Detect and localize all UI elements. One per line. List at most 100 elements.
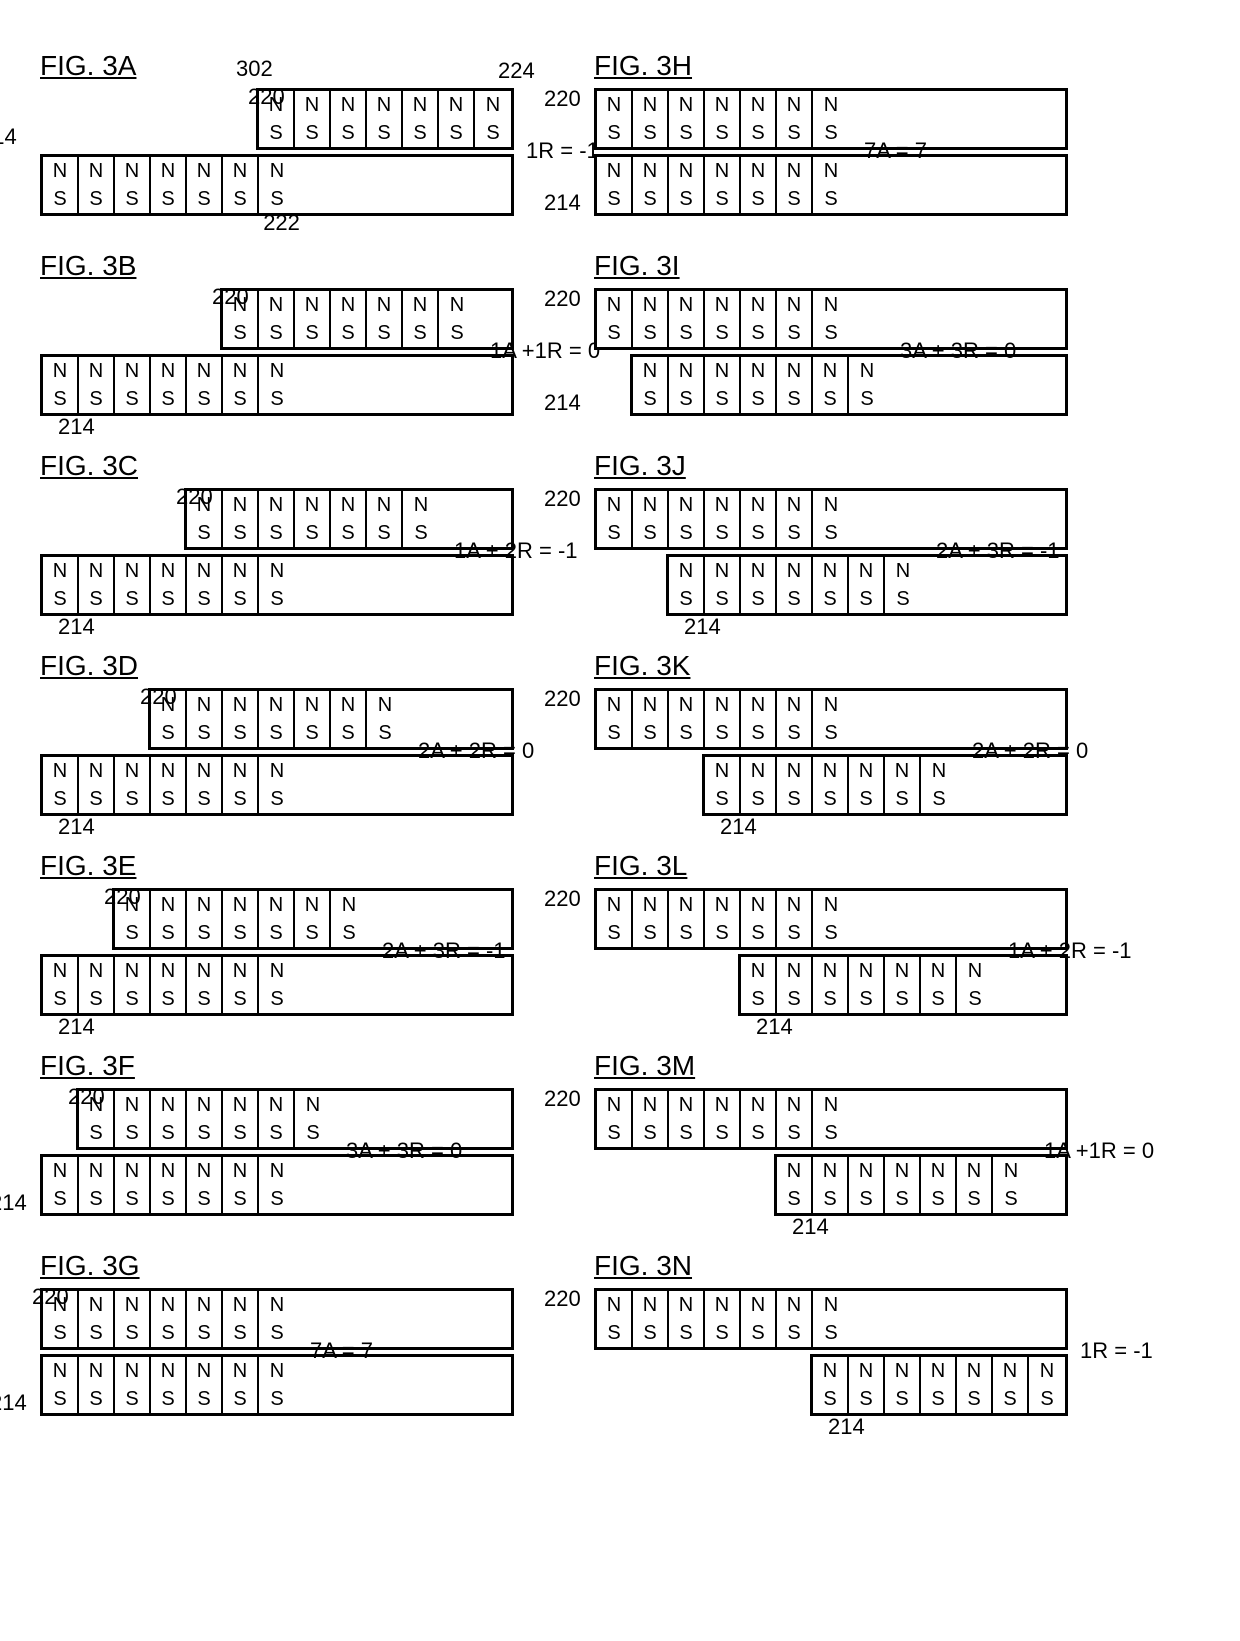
ref-214: 214 bbox=[684, 614, 721, 640]
ref-302: 302 bbox=[236, 56, 273, 82]
magnet-cell: NS bbox=[849, 357, 885, 413]
magnet-cell: NS bbox=[705, 291, 741, 347]
magnet-cell: NS bbox=[669, 1091, 705, 1147]
force-equation: 7A = 7 bbox=[310, 1338, 373, 1364]
magnet-cell: NS bbox=[597, 1091, 633, 1147]
subfigure-3E: FIG. 3ENSNSNSNSNSNSNSNSNSNSNSNSNSNS22021… bbox=[40, 840, 514, 1022]
ref-214: 214 bbox=[828, 1414, 865, 1440]
magnet-cell: NS bbox=[633, 691, 669, 747]
magnet-cell: NS bbox=[295, 691, 331, 747]
magnet-cell: NS bbox=[813, 557, 849, 613]
upper-magnet-strip: NSNSNSNSNSNSNS bbox=[220, 288, 514, 350]
ref-214: 214 bbox=[0, 124, 17, 150]
magnet-cell: NS bbox=[849, 557, 885, 613]
magnet-cell: NS bbox=[259, 757, 295, 813]
magnet-cell: NS bbox=[79, 757, 115, 813]
magnet-cell: NS bbox=[777, 957, 813, 1013]
magnet-cell: NS bbox=[633, 891, 669, 947]
magnet-cell: NS bbox=[777, 1157, 813, 1213]
figure-label: FIG. 3B bbox=[40, 250, 514, 282]
magnet-cell: NS bbox=[921, 957, 957, 1013]
subfigure-3L: FIG. 3L NSNSNSNSNSNSNSNSNSNSNSNSNSNS22021… bbox=[594, 840, 1068, 1022]
figure-label: FIG. 3L bbox=[594, 850, 1068, 882]
ref-224: 224 bbox=[498, 58, 535, 84]
magnet-cell: NS bbox=[259, 157, 295, 213]
magnet-cell: NS bbox=[295, 1091, 331, 1147]
magnet-pair: NSNSNSNSNSNSNSNSNSNSNSNSNSNS2202143A + 3… bbox=[40, 1088, 514, 1216]
magnet-cell: NS bbox=[741, 957, 777, 1013]
ref-220: 220 bbox=[68, 1084, 105, 1110]
magnet-cell: NS bbox=[849, 1357, 885, 1413]
magnet-cell: NS bbox=[741, 891, 777, 947]
magnet-cell: NS bbox=[705, 891, 741, 947]
magnet-cell: NS bbox=[813, 491, 849, 547]
ref-220: 220 bbox=[32, 1284, 69, 1310]
magnet-cell: NS bbox=[187, 157, 223, 213]
force-equation: 1A +1R = 0 bbox=[1044, 1138, 1154, 1164]
ref-214: 214 bbox=[544, 390, 581, 416]
magnet-cell: NS bbox=[705, 157, 741, 213]
magnet-cell: NS bbox=[187, 757, 223, 813]
magnet-cell: NS bbox=[403, 91, 439, 147]
magnet-pair: NSNSNSNSNSNSNSNSNSNSNSNSNSNS2202141A + 2… bbox=[40, 488, 514, 616]
magnet-cell: NS bbox=[633, 1091, 669, 1147]
ref-214: 214 bbox=[756, 1014, 793, 1040]
lower-magnet-strip: NSNSNSNSNSNSNS bbox=[594, 154, 1068, 216]
magnet-pair: NSNSNSNSNSNSNSNSNSNSNSNSNSNS2202141A + 2… bbox=[594, 888, 1068, 1016]
magnet-cell: NS bbox=[813, 357, 849, 413]
subfigure-3C: FIG. 3CNSNSNSNSNSNSNSNSNSNSNSNSNSNS22021… bbox=[40, 440, 514, 622]
ref-214: 214 bbox=[58, 414, 95, 440]
subfigure-3I: FIG. 3INSNSNSNSNSNSNSNSNSNSNSNSNSNS22021… bbox=[594, 240, 1068, 422]
left-column: FIG. 3ANSNSNSNSNSNSNSNSNSNSNSNSNSNS22021… bbox=[40, 40, 514, 1422]
upper-magnet-strip: NSNSNSNSNSNSNS bbox=[40, 1288, 514, 1350]
magnet-cell: NS bbox=[43, 1357, 79, 1413]
magnet-cell: NS bbox=[187, 1291, 223, 1347]
lower-magnet-strip: NSNSNSNSNSNSNS bbox=[40, 154, 514, 216]
magnet-cell: NS bbox=[79, 357, 115, 413]
magnet-cell: NS bbox=[741, 357, 777, 413]
magnet-cell: NS bbox=[633, 357, 669, 413]
magnet-cell: NS bbox=[633, 91, 669, 147]
magnet-cell: NS bbox=[403, 291, 439, 347]
force-equation: 1A + 2R = -1 bbox=[454, 538, 578, 564]
magnet-cell: NS bbox=[223, 1357, 259, 1413]
magnet-cell: NS bbox=[741, 1291, 777, 1347]
magnet-cell: NS bbox=[957, 1157, 993, 1213]
magnet-cell: NS bbox=[79, 1291, 115, 1347]
force-equation: 1A + 2R = -1 bbox=[1008, 938, 1132, 964]
magnet-cell: NS bbox=[777, 891, 813, 947]
magnet-cell: NS bbox=[115, 157, 151, 213]
magnet-cell: NS bbox=[187, 691, 223, 747]
magnet-cell: NS bbox=[921, 1357, 957, 1413]
magnet-cell: NS bbox=[43, 157, 79, 213]
upper-magnet-strip: NSNSNSNSNSNSNS bbox=[594, 88, 1068, 150]
figure-label: FIG. 3N bbox=[594, 1250, 1068, 1282]
magnet-cell: NS bbox=[669, 1291, 705, 1347]
magnet-cell: NS bbox=[849, 957, 885, 1013]
figure-label: FIG. 3K bbox=[594, 650, 1068, 682]
magnet-cell: NS bbox=[151, 357, 187, 413]
ref-220: 220 bbox=[544, 86, 581, 112]
magnet-cell: NS bbox=[633, 491, 669, 547]
magnet-cell: NS bbox=[223, 557, 259, 613]
magnet-cell: NS bbox=[115, 557, 151, 613]
magnet-cell: NS bbox=[957, 1357, 993, 1413]
magnet-cell: NS bbox=[223, 757, 259, 813]
ref-222: 222 bbox=[263, 210, 300, 236]
ref-214: 214 bbox=[0, 1190, 27, 1216]
magnet-cell: NS bbox=[223, 1291, 259, 1347]
magnet-cell: NS bbox=[813, 757, 849, 813]
ref-214: 214 bbox=[58, 1014, 95, 1040]
magnet-cell: NS bbox=[669, 557, 705, 613]
subfigure-3H: FIG. 3HNSNSNSNSNSNSNSNSNSNSNSNSNSNS22021… bbox=[594, 40, 1068, 222]
magnet-cell: NS bbox=[669, 491, 705, 547]
magnet-cell: NS bbox=[331, 891, 367, 947]
magnet-cell: NS bbox=[741, 157, 777, 213]
lower-magnet-strip: NSNSNSNSNSNSNS bbox=[774, 1154, 1068, 1216]
magnet-cell: NS bbox=[115, 1357, 151, 1413]
magnet-cell: NS bbox=[259, 491, 295, 547]
magnet-cell: NS bbox=[777, 691, 813, 747]
subfigure-3A: FIG. 3ANSNSNSNSNSNSNSNSNSNSNSNSNSNS22021… bbox=[40, 40, 514, 222]
magnet-cell: NS bbox=[705, 557, 741, 613]
subfigure-3F: FIG. 3FNSNSNSNSNSNSNSNSNSNSNSNSNSNS22021… bbox=[40, 1040, 514, 1222]
